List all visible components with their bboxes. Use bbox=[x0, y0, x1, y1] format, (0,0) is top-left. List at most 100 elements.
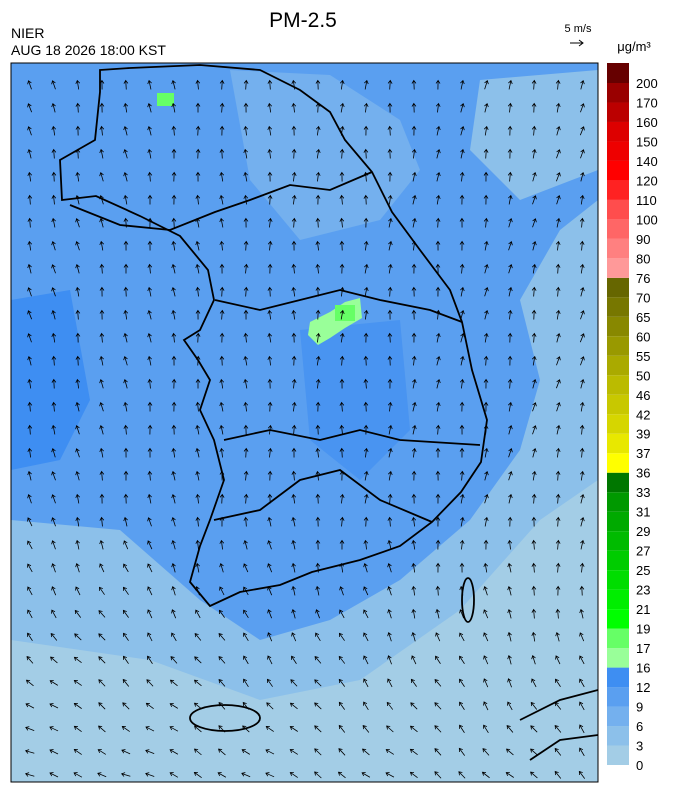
wind-arrow bbox=[555, 585, 561, 596]
wind-arrow bbox=[580, 493, 585, 504]
wind-arrow bbox=[99, 424, 104, 435]
wind-arrow bbox=[51, 217, 56, 228]
wind-arrow bbox=[411, 585, 417, 596]
wind-arrow bbox=[27, 287, 32, 297]
wind-arrow bbox=[290, 679, 298, 687]
wind-arrow bbox=[532, 218, 537, 228]
wind-arrow bbox=[555, 678, 561, 687]
wind-arrow bbox=[24, 749, 35, 754]
wind-arrow bbox=[363, 401, 369, 412]
wind-arrow bbox=[483, 171, 489, 182]
wind-arrow bbox=[267, 148, 273, 159]
wind-arrow bbox=[484, 516, 489, 527]
wind-arrow bbox=[508, 424, 513, 435]
wind-arrow bbox=[147, 586, 153, 596]
wind-arrow bbox=[340, 309, 345, 320]
wind-arrow bbox=[267, 632, 273, 642]
wind-arrow bbox=[508, 286, 513, 297]
wind-arrow bbox=[27, 424, 33, 435]
wind-arrow bbox=[171, 609, 177, 619]
wind-arrow bbox=[411, 470, 417, 481]
wind-arrow bbox=[51, 378, 57, 389]
wind-arrow bbox=[339, 194, 345, 205]
wind-arrow bbox=[147, 563, 153, 573]
wind-arrow bbox=[579, 424, 585, 435]
wind-arrow bbox=[219, 516, 225, 527]
wind-arrow bbox=[460, 355, 465, 366]
wind-arrow bbox=[145, 702, 154, 709]
wind-arrow bbox=[25, 679, 34, 687]
wind-arrow bbox=[291, 194, 297, 205]
wind-arrow bbox=[27, 80, 32, 90]
wind-arrow bbox=[123, 149, 128, 159]
wind-arrow bbox=[338, 701, 345, 710]
wind-arrow bbox=[147, 355, 152, 366]
wind-arrow bbox=[218, 702, 226, 710]
wind-arrow bbox=[291, 562, 296, 573]
wind-arrow bbox=[242, 725, 250, 733]
wind-arrow bbox=[507, 562, 512, 573]
wind-arrow bbox=[243, 563, 249, 573]
wind-arrow bbox=[123, 263, 129, 274]
wind-arrow bbox=[99, 125, 105, 136]
wind-arrow bbox=[434, 771, 442, 779]
wind-arrow bbox=[580, 171, 585, 182]
wind-arrow bbox=[339, 79, 345, 90]
colorbar-label: 120 bbox=[636, 173, 658, 188]
wind-arrow bbox=[363, 655, 369, 665]
wind-arrow bbox=[75, 148, 81, 159]
wind-arrow bbox=[267, 516, 272, 527]
wind-arrow bbox=[579, 678, 585, 688]
colorbar-segment bbox=[607, 414, 629, 434]
wind-arrow bbox=[147, 540, 153, 550]
wind-arrow bbox=[556, 217, 561, 228]
wind-arrow bbox=[458, 747, 466, 756]
wind-arrow bbox=[435, 632, 441, 642]
colorbar-label: 46 bbox=[636, 388, 650, 403]
wind-arrow bbox=[147, 332, 152, 343]
wind-arrow bbox=[51, 287, 56, 297]
wind-arrow bbox=[51, 471, 56, 481]
wind-arrow bbox=[387, 148, 393, 159]
wind-arrow bbox=[267, 125, 273, 136]
wind-arrow bbox=[243, 194, 249, 205]
wind-arrow bbox=[195, 586, 200, 596]
wind-arrow bbox=[49, 749, 59, 755]
wind-arrow bbox=[99, 102, 105, 113]
wind-arrow bbox=[435, 493, 441, 504]
colorbar-segment bbox=[607, 433, 629, 454]
wind-arrow bbox=[387, 586, 392, 596]
wind-arrow bbox=[219, 586, 225, 596]
wind-arrow bbox=[75, 586, 81, 596]
wind-arrow bbox=[75, 125, 81, 136]
wind-arrow bbox=[195, 217, 200, 228]
wind-arrow bbox=[243, 263, 249, 274]
wind-arrow bbox=[556, 172, 561, 182]
wind-arrow bbox=[169, 726, 179, 732]
wind-arrow bbox=[195, 263, 200, 274]
colorbar-segment bbox=[607, 63, 629, 83]
wind-arrow bbox=[75, 425, 80, 435]
wind-arrow bbox=[51, 355, 57, 366]
wind-arrow bbox=[409, 725, 418, 733]
wind-arrow bbox=[339, 286, 345, 297]
wind-arrow bbox=[193, 748, 202, 756]
wind-arrow bbox=[75, 539, 80, 550]
colorbar-segment bbox=[607, 511, 629, 532]
wind-arrow bbox=[195, 470, 200, 481]
wind-arrow bbox=[219, 401, 224, 412]
colorbar-segment bbox=[607, 453, 629, 473]
wind-arrow bbox=[387, 309, 393, 320]
wind-arrow bbox=[99, 286, 105, 297]
wind-arrow bbox=[27, 171, 33, 182]
wind-arrow bbox=[459, 585, 464, 596]
wind-arrow bbox=[99, 309, 105, 320]
colorbar-segment bbox=[607, 726, 629, 746]
wind-arrow bbox=[339, 401, 345, 412]
wind-arrow bbox=[291, 102, 297, 113]
wind-arrow bbox=[291, 263, 297, 274]
colorbar-label: 50 bbox=[636, 368, 650, 383]
wind-arrow bbox=[51, 447, 56, 458]
wind-arrow bbox=[339, 263, 345, 274]
wind-arrow bbox=[580, 378, 585, 389]
